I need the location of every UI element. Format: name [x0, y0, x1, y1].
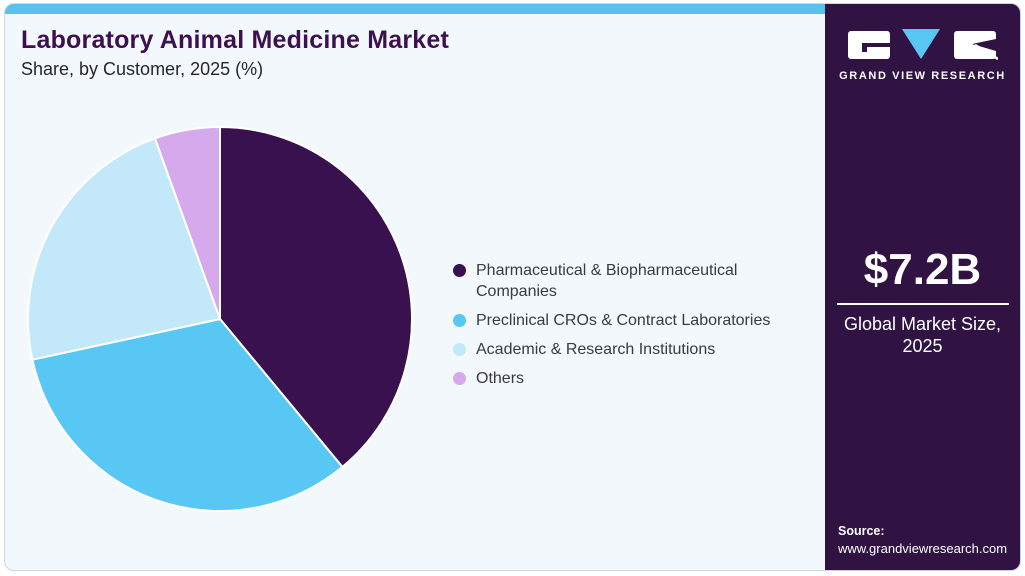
legend-swatch-icon: [453, 264, 466, 277]
market-size-label: Global Market Size, 2025: [843, 314, 1002, 356]
pie-slice-0: [219, 126, 413, 468]
legend-item-3: Others: [453, 368, 788, 389]
logo-v-icon: [901, 29, 940, 59]
legend-item-0: Pharmaceutical & Biopharmaceutical Compa…: [453, 260, 788, 302]
pie-slice-2: [27, 137, 221, 361]
pie-slice-3: [153, 126, 221, 320]
gvr-logo-icon: [847, 29, 998, 61]
market-size-value: $7.2B: [863, 245, 982, 294]
pie-slice-1: [31, 318, 344, 512]
pie-chart-container: [25, 124, 415, 514]
legend-item-1: Preclinical CROs & Contract Laboratories: [453, 310, 788, 331]
logo-g-icon: [847, 31, 890, 59]
legend-label: Others: [476, 370, 525, 387]
legend-label: Academic & Research Institutions: [476, 341, 716, 358]
logo-r-icon: [953, 31, 998, 61]
market-size-stat: $7.2B Global Market Size, 2025: [825, 248, 1020, 357]
source-url-link[interactable]: www.grandviewresearch.com: [838, 541, 1008, 556]
legend-swatch-icon: [453, 343, 466, 356]
brand-name: GRAND VIEW RESEARCH: [839, 70, 1006, 82]
pie-chart: [27, 126, 413, 512]
infographic-card: Laboratory Animal Medicine Market Share,…: [4, 3, 1021, 571]
legend-item-2: Academic & Research Institutions: [453, 339, 788, 360]
legend-label: Pharmaceutical & Biopharmaceutical Compa…: [476, 262, 738, 300]
chart-legend: Pharmaceutical & Biopharmaceutical Compa…: [453, 260, 788, 389]
gvr-logo: GRAND VIEW RESEARCH: [825, 28, 1020, 82]
legend-label: Preclinical CROs & Contract Laboratories: [476, 312, 771, 329]
page-title: Laboratory Animal Medicine Market: [21, 26, 449, 54]
legend-swatch-icon: [453, 372, 466, 385]
top-accent-bar: [5, 4, 1020, 14]
source-label: Source:: [838, 524, 885, 538]
stat-divider: [836, 303, 1009, 305]
legend-swatch-icon: [453, 314, 466, 327]
brand-sidebar: GRAND VIEW RESEARCH $7.2B Global Market …: [825, 4, 1020, 570]
page-subtitle: Share, by Customer, 2025 (%): [21, 59, 264, 79]
source-block: Source: www.grandviewresearch.com: [838, 523, 1007, 558]
